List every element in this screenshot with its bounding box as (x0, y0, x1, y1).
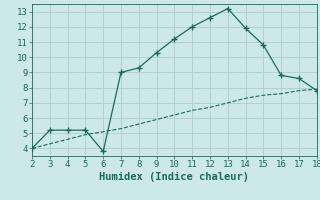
X-axis label: Humidex (Indice chaleur): Humidex (Indice chaleur) (100, 172, 249, 182)
